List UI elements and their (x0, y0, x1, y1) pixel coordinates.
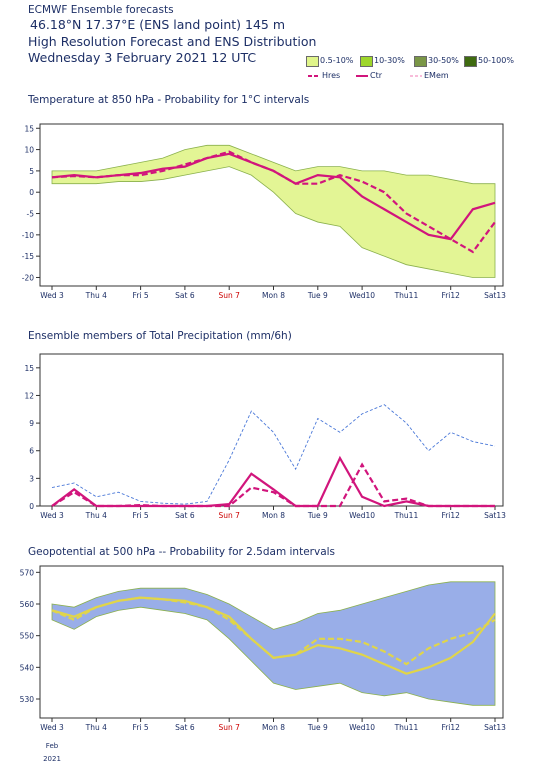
legend: 0.5-10% 10-30% 30-50% 50-100% Hres Ctr E… (306, 56, 526, 86)
x-axis-year: 2021 (43, 755, 61, 763)
y-tick-label: 0 (29, 502, 34, 511)
chart-temperature: -20 -15 -10 -5 0 5 10 15 Wed 3 Thu 4 Fri 5 Sat 6 Sun… (22, 123, 506, 300)
x-tick-label: Wed10 (349, 723, 375, 732)
x-tick-label: Sat 6 (175, 291, 195, 300)
ensemble-band (51, 581, 496, 706)
legend-swatch-3 (464, 56, 477, 67)
x-tick-label: Thu11 (394, 723, 419, 732)
y-tick-label: 10 (24, 146, 34, 155)
x-tick-label: Fri 5 (133, 291, 149, 300)
x-tick-label: Wed 3 (40, 723, 64, 732)
y-tick-label: 6 (29, 447, 34, 456)
y-tick-label: 570 (20, 568, 35, 577)
legend-swatch-1 (360, 56, 373, 67)
chart-title-precipitation: Ensemble members of Total Precipitation … (28, 330, 292, 342)
legend-line-keys (308, 75, 422, 77)
x-tick-label: Sat 6 (175, 511, 195, 520)
series-line-ctr (51, 596, 496, 666)
legend-label-3: 50-100% (478, 56, 514, 65)
legend-line-label-0: Hres (322, 71, 341, 80)
x-tick-label: Mon 8 (262, 723, 285, 732)
legend-label-1: 10-30% (374, 56, 405, 65)
y-tick-label: 550 (20, 632, 35, 641)
legend-label-2: 30-50% (428, 56, 459, 65)
x-tick-label: Thu 4 (85, 511, 107, 520)
y-tick-label: 3 (29, 474, 34, 483)
x-tick-label: Thu 4 (85, 291, 107, 300)
x-tick-label: Sun 7 (218, 291, 240, 300)
chart-title-temperature: Temperature at 850 hPa - Probability for… (28, 94, 310, 106)
x-tick-label: Tue 9 (307, 723, 328, 732)
y-tick-label: -10 (22, 231, 34, 240)
legend-line-label-2: EMem (424, 71, 449, 80)
y-tick-label: -5 (27, 210, 35, 219)
x-tick-label: Mon 8 (262, 291, 285, 300)
x-tick-label: Fri 5 (133, 723, 149, 732)
x-tick-label: Sat13 (484, 723, 506, 732)
x-tick-label: Thu11 (394, 291, 419, 300)
product-title: ECMWF Ensemble forecasts (28, 4, 174, 16)
x-tick-label: Tue 9 (307, 511, 328, 520)
chart-precipitation: 0 3 6 9 12 15 Wed 3 Thu 4 Fri 5 Sat 6 Sun 7 Mon 8 Tu… (24, 353, 506, 520)
location-line: 46.18°N 17.37°E (ENS land point) 145 m (30, 17, 285, 32)
chart-geopotential: 530 540 550 560 570 Wed 3 Thu 4 Fri 5 Sat 6 Sun 7… (20, 565, 506, 763)
y-tick-label: 15 (24, 124, 34, 133)
x-tick-label: Fri12 (441, 723, 460, 732)
x-tick-label: Thu 4 (85, 723, 107, 732)
x-tick-label: Fri12 (441, 291, 460, 300)
chart-title-geopotential: Geopotential at 500 hPa -- Probability f… (28, 546, 336, 558)
x-tick-label: Thu11 (394, 511, 419, 520)
x-tick-label: Sun 7 (218, 723, 240, 732)
y-tick-label: 560 (20, 600, 35, 609)
y-tick-label: 9 (29, 419, 34, 428)
x-tick-label: Tue 9 (307, 291, 328, 300)
legend-swatch-0 (306, 56, 319, 67)
x-tick-label: Wed 3 (40, 511, 64, 520)
series-line-emem-max (51, 404, 496, 505)
y-tick-label: 540 (20, 663, 35, 672)
x-tick-label: Sat13 (484, 511, 506, 520)
x-axis-month: Feb (46, 742, 59, 750)
x-tick-label: Fri 5 (133, 511, 149, 520)
y-tick-label: 5 (29, 167, 34, 176)
series-line-ctr (51, 152, 496, 241)
legend-swatch-2 (414, 56, 427, 67)
forecast-description: High Resolution Forecast and ENS Distrib… (28, 34, 317, 49)
y-tick-label: 12 (24, 391, 34, 400)
y-tick-label: 0 (29, 188, 34, 197)
y-tick-label: -20 (22, 273, 34, 282)
x-tick-label: Sun 7 (218, 511, 240, 520)
series-line-ctr (51, 455, 495, 508)
x-tick-label: Wed10 (349, 291, 375, 300)
y-tick-label: -15 (22, 252, 34, 261)
ensemble-band (51, 144, 496, 278)
legend-line-label-1: Ctr (370, 71, 383, 80)
x-tick-label: Mon 8 (262, 511, 285, 520)
x-tick-label: Sat 6 (175, 723, 195, 732)
x-tick-label: Fri12 (441, 511, 460, 520)
x-tick-label: Wed10 (349, 511, 375, 520)
y-tick-label: 15 (24, 364, 34, 373)
x-tick-label: Wed 3 (40, 291, 64, 300)
legend-label-0: 0.5-10% (320, 56, 354, 65)
run-date: Wednesday 3 February 2021 12 UTC (28, 50, 257, 65)
y-tick-label: 530 (20, 695, 35, 704)
x-tick-label: Sat13 (484, 291, 506, 300)
